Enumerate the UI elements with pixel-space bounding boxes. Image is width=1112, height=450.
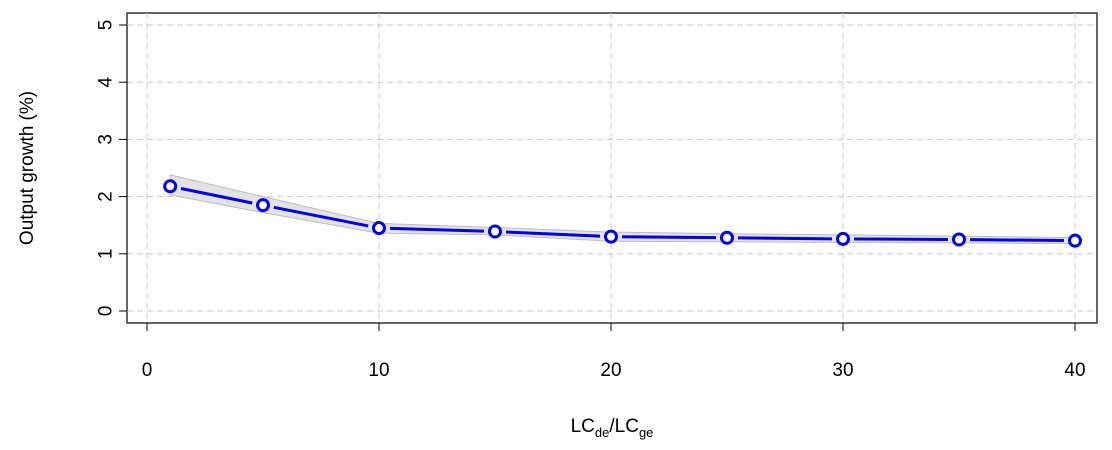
x-axis-title-main-1: LC bbox=[571, 416, 595, 437]
data-point bbox=[836, 231, 850, 246]
x-tick-label: 20 bbox=[600, 360, 621, 381]
x-tick-label: 40 bbox=[1064, 360, 1085, 381]
series-line-segment bbox=[621, 235, 717, 240]
series-line-segment bbox=[180, 187, 253, 205]
grid bbox=[127, 13, 1097, 323]
data-point bbox=[372, 221, 386, 236]
series-line-segment bbox=[969, 238, 1065, 243]
data-point bbox=[256, 198, 270, 213]
series-line-segment bbox=[389, 226, 485, 233]
plot-frame bbox=[126, 12, 1098, 324]
data-point bbox=[604, 229, 618, 244]
data-point bbox=[952, 232, 966, 247]
x-tick-label: 10 bbox=[368, 360, 389, 381]
y-tick-label: 5 bbox=[96, 20, 117, 31]
data-point bbox=[1068, 233, 1082, 248]
y-tick-label: 1 bbox=[96, 249, 117, 260]
axes: 0 10 20 30 40 0 1 2 3 4 5 bbox=[96, 20, 1086, 381]
x-axis-title-sub-1: de bbox=[595, 425, 609, 440]
series-points-layer bbox=[163, 179, 1082, 248]
series-line-segment bbox=[273, 205, 369, 228]
series-line-layer bbox=[180, 187, 1065, 243]
x-tick-label: 0 bbox=[142, 360, 153, 381]
x-axis-title-main-2: LC bbox=[615, 416, 639, 437]
y-tick-label: 0 bbox=[96, 306, 117, 317]
confidence-band-layer bbox=[169, 174, 1076, 245]
y-axis-title: Output growth (%) bbox=[17, 91, 38, 245]
series-line-segment bbox=[737, 236, 833, 241]
y-tick-label: 4 bbox=[96, 76, 117, 87]
data-point bbox=[163, 179, 178, 194]
y-tick-label: 2 bbox=[96, 191, 117, 202]
y-tick-label: 3 bbox=[96, 134, 117, 145]
x-axis-title: LCde/LCge bbox=[571, 416, 654, 440]
x-axis-title-sub-2: ge bbox=[639, 425, 653, 440]
x-axis-title-separator: / bbox=[609, 416, 615, 437]
data-point bbox=[720, 230, 734, 245]
series-line-segment bbox=[505, 230, 601, 238]
confidence-band bbox=[169, 174, 1076, 245]
data-point bbox=[488, 224, 502, 239]
x-tick-label: 30 bbox=[832, 360, 853, 381]
